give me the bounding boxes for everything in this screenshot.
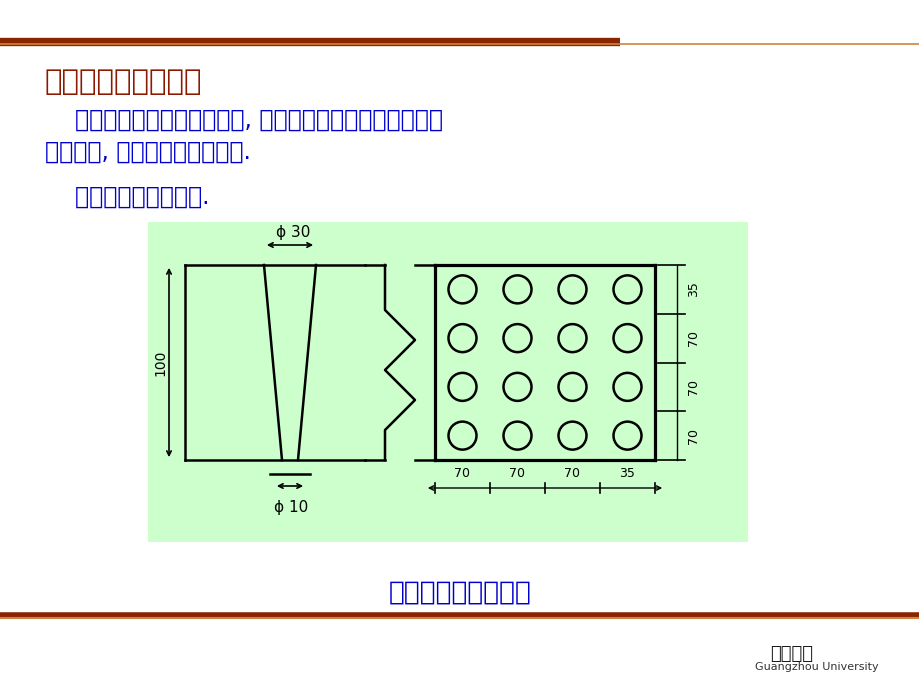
Text: ϕ 10: ϕ 10 — [274, 500, 308, 515]
Text: 70: 70 — [454, 467, 470, 480]
Text: 也有用滤头或滤砖的.: 也有用滤头或滤砖的. — [45, 185, 210, 209]
Text: 70: 70 — [509, 467, 525, 480]
Text: 钢筋混凝土穿孔滤板: 钢筋混凝土穿孔滤板 — [388, 580, 531, 606]
Text: 常用的是钢筋混凝土穿孔板, 即在钢筋混凝土板上开园孔或: 常用的是钢筋混凝土穿孔板, 即在钢筋混凝土板上开园孔或 — [45, 108, 443, 132]
Text: 35: 35 — [686, 282, 699, 297]
Text: Guangzhou University: Guangzhou University — [754, 662, 878, 672]
Bar — [148, 222, 747, 542]
Text: 100: 100 — [153, 349, 167, 375]
Text: 70: 70 — [686, 428, 699, 444]
Text: 35: 35 — [618, 467, 635, 480]
Text: 五、小阻力配水系统: 五、小阻力配水系统 — [45, 68, 202, 96]
Text: 广州大学: 广州大学 — [769, 645, 812, 663]
Text: 70: 70 — [686, 379, 699, 395]
Text: 70: 70 — [686, 330, 699, 346]
Text: 条形缝隙, 板上铺设两层尼龙网.: 条形缝隙, 板上铺设两层尼龙网. — [45, 140, 251, 164]
Text: ϕ 30: ϕ 30 — [276, 225, 310, 240]
Text: 70: 70 — [564, 467, 580, 480]
